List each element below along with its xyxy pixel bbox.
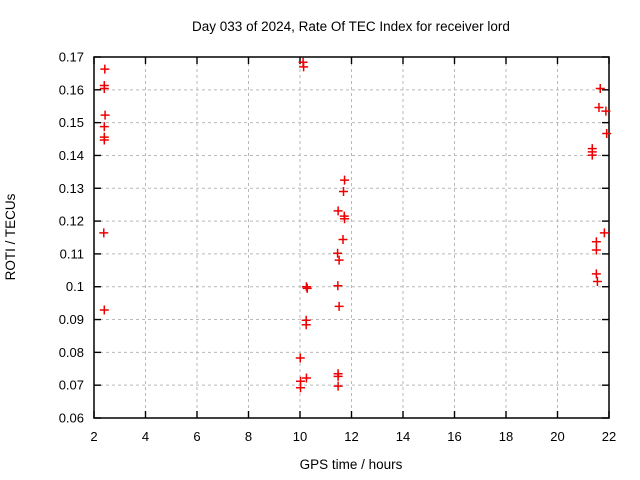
x-tick-label: 12 <box>344 429 358 444</box>
x-tick-label: 6 <box>193 429 200 444</box>
data-point <box>333 281 343 291</box>
x-axis-label: GPS time / hours <box>300 457 403 472</box>
data-point <box>301 282 311 292</box>
y-tick-label: 0.12 <box>59 214 84 229</box>
data-point <box>602 128 612 138</box>
y-tick-label: 0.06 <box>59 411 84 426</box>
data-point <box>302 283 312 293</box>
data-point <box>587 150 597 160</box>
data-point <box>338 234 348 244</box>
y-tick-label: 0.1 <box>66 279 84 294</box>
x-tick-label: 18 <box>499 429 513 444</box>
data-point <box>591 237 601 247</box>
data-point <box>333 381 343 391</box>
axis-text: Day 033 of 2024, Rate Of TEC Index for r… <box>3 19 616 472</box>
data-point <box>340 175 350 185</box>
y-tick-label: 0.14 <box>59 148 84 163</box>
grid-layer <box>94 57 609 418</box>
x-tick-label: 2 <box>90 429 97 444</box>
data-point <box>334 301 344 311</box>
data-point <box>99 122 109 132</box>
data-point <box>301 373 311 383</box>
data-point <box>591 269 601 279</box>
data-point <box>99 135 109 145</box>
data-point <box>301 320 311 330</box>
data-point <box>339 187 349 197</box>
tick-marks <box>93 56 610 419</box>
data-point <box>594 103 604 113</box>
x-tick-label: 20 <box>550 429 564 444</box>
y-tick-label: 0.17 <box>59 50 84 65</box>
data-point <box>100 110 110 120</box>
data-point <box>333 206 343 216</box>
x-tick-label: 22 <box>602 429 616 444</box>
data-point <box>601 106 611 116</box>
x-tick-label: 8 <box>245 429 252 444</box>
y-tick-label: 0.08 <box>59 345 84 360</box>
data-points <box>99 57 612 393</box>
data-point <box>299 62 309 72</box>
y-axis-label: ROTI / TECUs <box>3 193 18 280</box>
data-point <box>99 84 109 94</box>
y-tick-label: 0.13 <box>59 181 84 196</box>
y-tick-label: 0.07 <box>59 378 84 393</box>
data-point <box>595 84 605 94</box>
data-point <box>592 276 602 286</box>
data-point <box>340 214 350 224</box>
data-point <box>591 245 601 255</box>
y-tick-label: 0.15 <box>59 115 84 130</box>
data-point <box>99 305 109 315</box>
y-tick-label: 0.16 <box>59 82 84 97</box>
chart-title: Day 033 of 2024, Rate Of TEC Index for r… <box>192 19 510 34</box>
x-tick-label: 16 <box>447 429 461 444</box>
y-tick-label: 0.11 <box>60 246 84 261</box>
x-tick-label: 10 <box>293 429 307 444</box>
x-tick-label: 14 <box>396 429 410 444</box>
data-point <box>296 383 306 393</box>
data-point <box>333 371 343 381</box>
data-point <box>100 64 110 74</box>
data-point <box>599 228 609 238</box>
x-tick-label: 4 <box>142 429 149 444</box>
y-tick-label: 0.09 <box>59 312 84 327</box>
data-point <box>334 255 344 265</box>
data-point <box>333 248 343 258</box>
data-point <box>99 228 109 238</box>
data-point <box>295 353 305 363</box>
